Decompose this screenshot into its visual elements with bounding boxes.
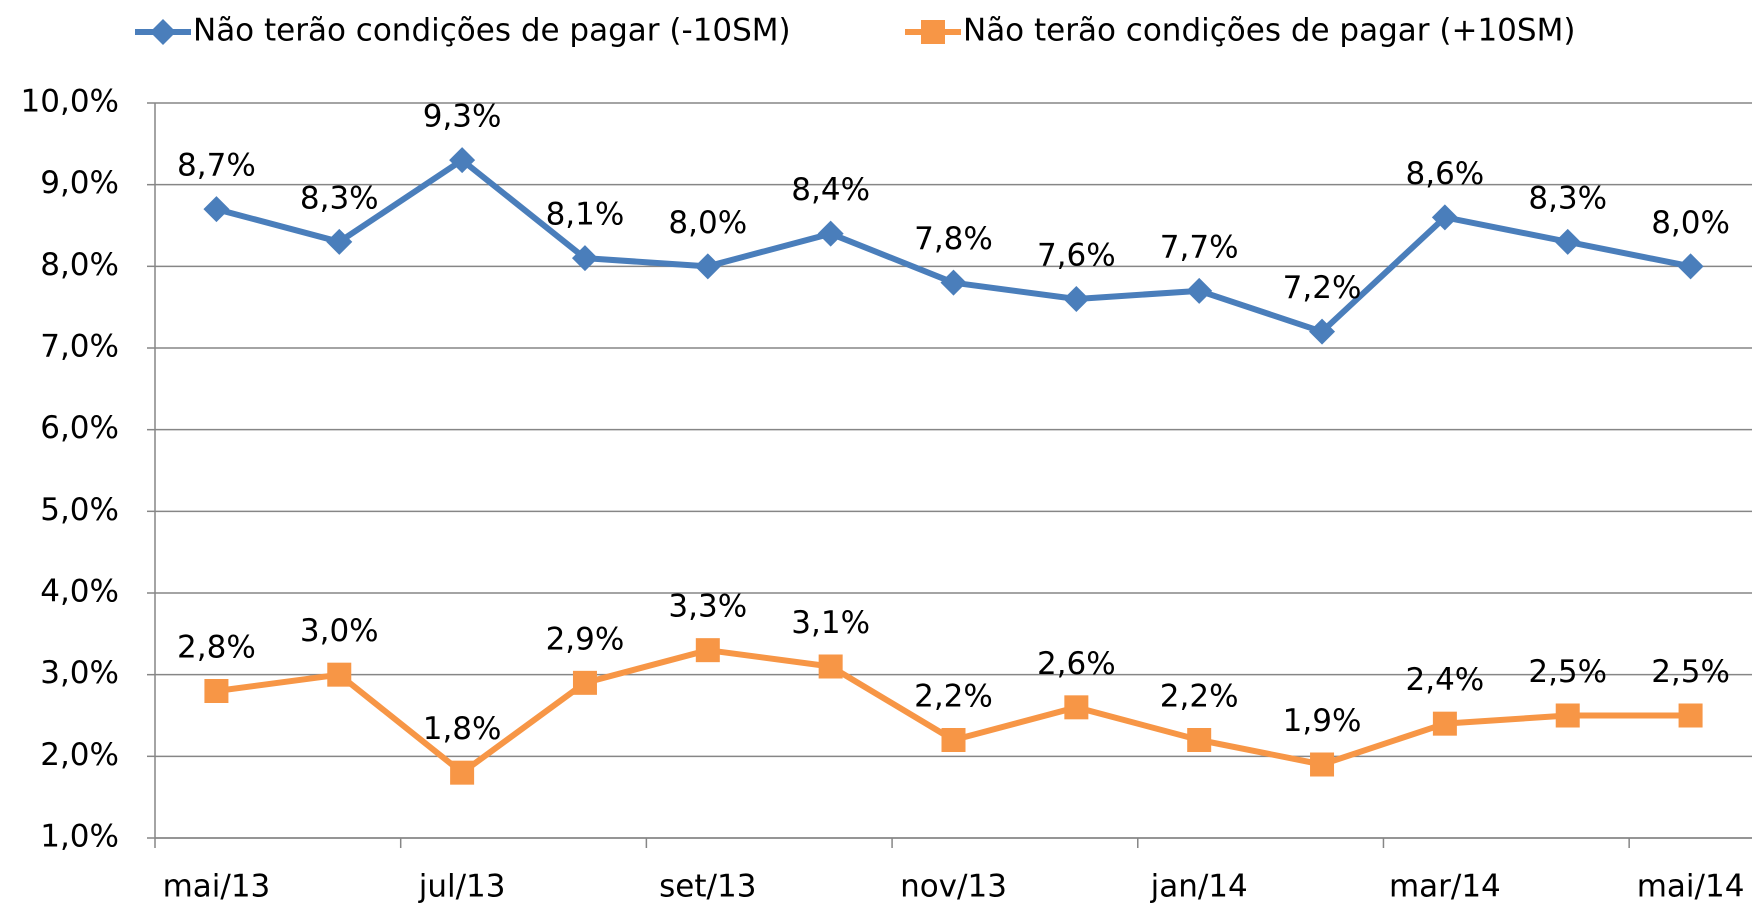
y-tick-label: 10,0% <box>21 84 119 120</box>
data-label: 3,1% <box>791 605 870 641</box>
x-tick-label: nov/13 <box>900 869 1007 905</box>
data-label: 8,3% <box>300 180 379 216</box>
legend-marker <box>150 19 176 45</box>
data-label: 2,2% <box>914 679 993 715</box>
y-tick-label: 1,0% <box>40 819 119 855</box>
y-tick-label: 6,0% <box>40 410 119 446</box>
data-label: 8,1% <box>546 197 625 233</box>
data-point <box>572 670 597 695</box>
x-tick-label: mai/13 <box>163 869 271 905</box>
data-label: 7,2% <box>1283 270 1362 306</box>
data-point <box>1187 728 1212 752</box>
x-tick-label: set/13 <box>659 869 756 905</box>
data-point <box>1310 752 1335 777</box>
data-label: 7,6% <box>1037 238 1116 274</box>
data-point <box>1064 695 1089 720</box>
data-label: 8,4% <box>791 172 870 208</box>
data-label: 8,0% <box>1651 205 1730 241</box>
data-label: 2,2% <box>1160 679 1239 715</box>
y-tick-label: 7,0% <box>40 329 119 365</box>
data-point <box>571 245 598 272</box>
data-point <box>1555 703 1580 728</box>
data-point <box>818 654 843 679</box>
data-label: 7,8% <box>914 221 993 257</box>
data-label: 8,6% <box>1406 156 1485 192</box>
data-point <box>449 147 476 174</box>
data-point <box>1309 318 1336 345</box>
x-tick-label: mar/14 <box>1389 869 1501 905</box>
data-point <box>817 220 844 247</box>
data-point <box>694 253 721 280</box>
y-tick-label: 9,0% <box>40 165 119 201</box>
data-label: 2,8% <box>177 630 256 666</box>
legend-label: Não terão condições de pagar (-10SM) <box>193 13 791 49</box>
data-point <box>941 728 966 752</box>
data-label: 3,0% <box>300 613 379 649</box>
data-label: 2,5% <box>1651 654 1730 690</box>
data-point <box>1186 277 1213 304</box>
data-point <box>1432 711 1457 736</box>
data-point <box>204 679 229 703</box>
data-label: 8,0% <box>668 205 747 241</box>
x-tick-label: jul/13 <box>418 869 506 905</box>
data-point <box>203 196 230 223</box>
data-label: 3,3% <box>668 589 747 625</box>
y-tick-label: 4,0% <box>40 574 119 610</box>
data-point <box>1063 286 1090 312</box>
legend-label: Não terão condições de pagar (+10SM) <box>963 13 1575 49</box>
y-tick-label: 8,0% <box>40 247 119 283</box>
data-point <box>1431 204 1458 231</box>
data-point <box>327 662 352 687</box>
data-point <box>940 269 967 296</box>
data-label: 7,7% <box>1160 229 1239 265</box>
legend-marker <box>921 20 945 44</box>
data-point <box>1554 228 1581 255</box>
data-point <box>1678 703 1703 728</box>
data-point <box>326 228 353 255</box>
data-point <box>450 760 475 785</box>
data-label: 2,6% <box>1037 646 1116 682</box>
data-point <box>1677 253 1704 280</box>
data-label: 2,5% <box>1528 654 1607 690</box>
data-label: 9,3% <box>423 99 502 135</box>
x-tick-label: mai/14 <box>1637 869 1745 905</box>
data-label: 8,3% <box>1528 180 1607 216</box>
data-label: 1,9% <box>1283 703 1362 739</box>
data-label: 2,4% <box>1406 662 1485 698</box>
data-label: 1,8% <box>423 711 502 747</box>
y-tick-label: 3,0% <box>40 655 119 691</box>
y-tick-label: 2,0% <box>40 737 119 773</box>
data-label: 8,7% <box>177 148 256 184</box>
x-tick-label: jan/14 <box>1150 869 1248 905</box>
y-tick-label: 5,0% <box>40 492 119 528</box>
data-label: 2,9% <box>546 621 625 657</box>
data-point <box>695 638 720 663</box>
